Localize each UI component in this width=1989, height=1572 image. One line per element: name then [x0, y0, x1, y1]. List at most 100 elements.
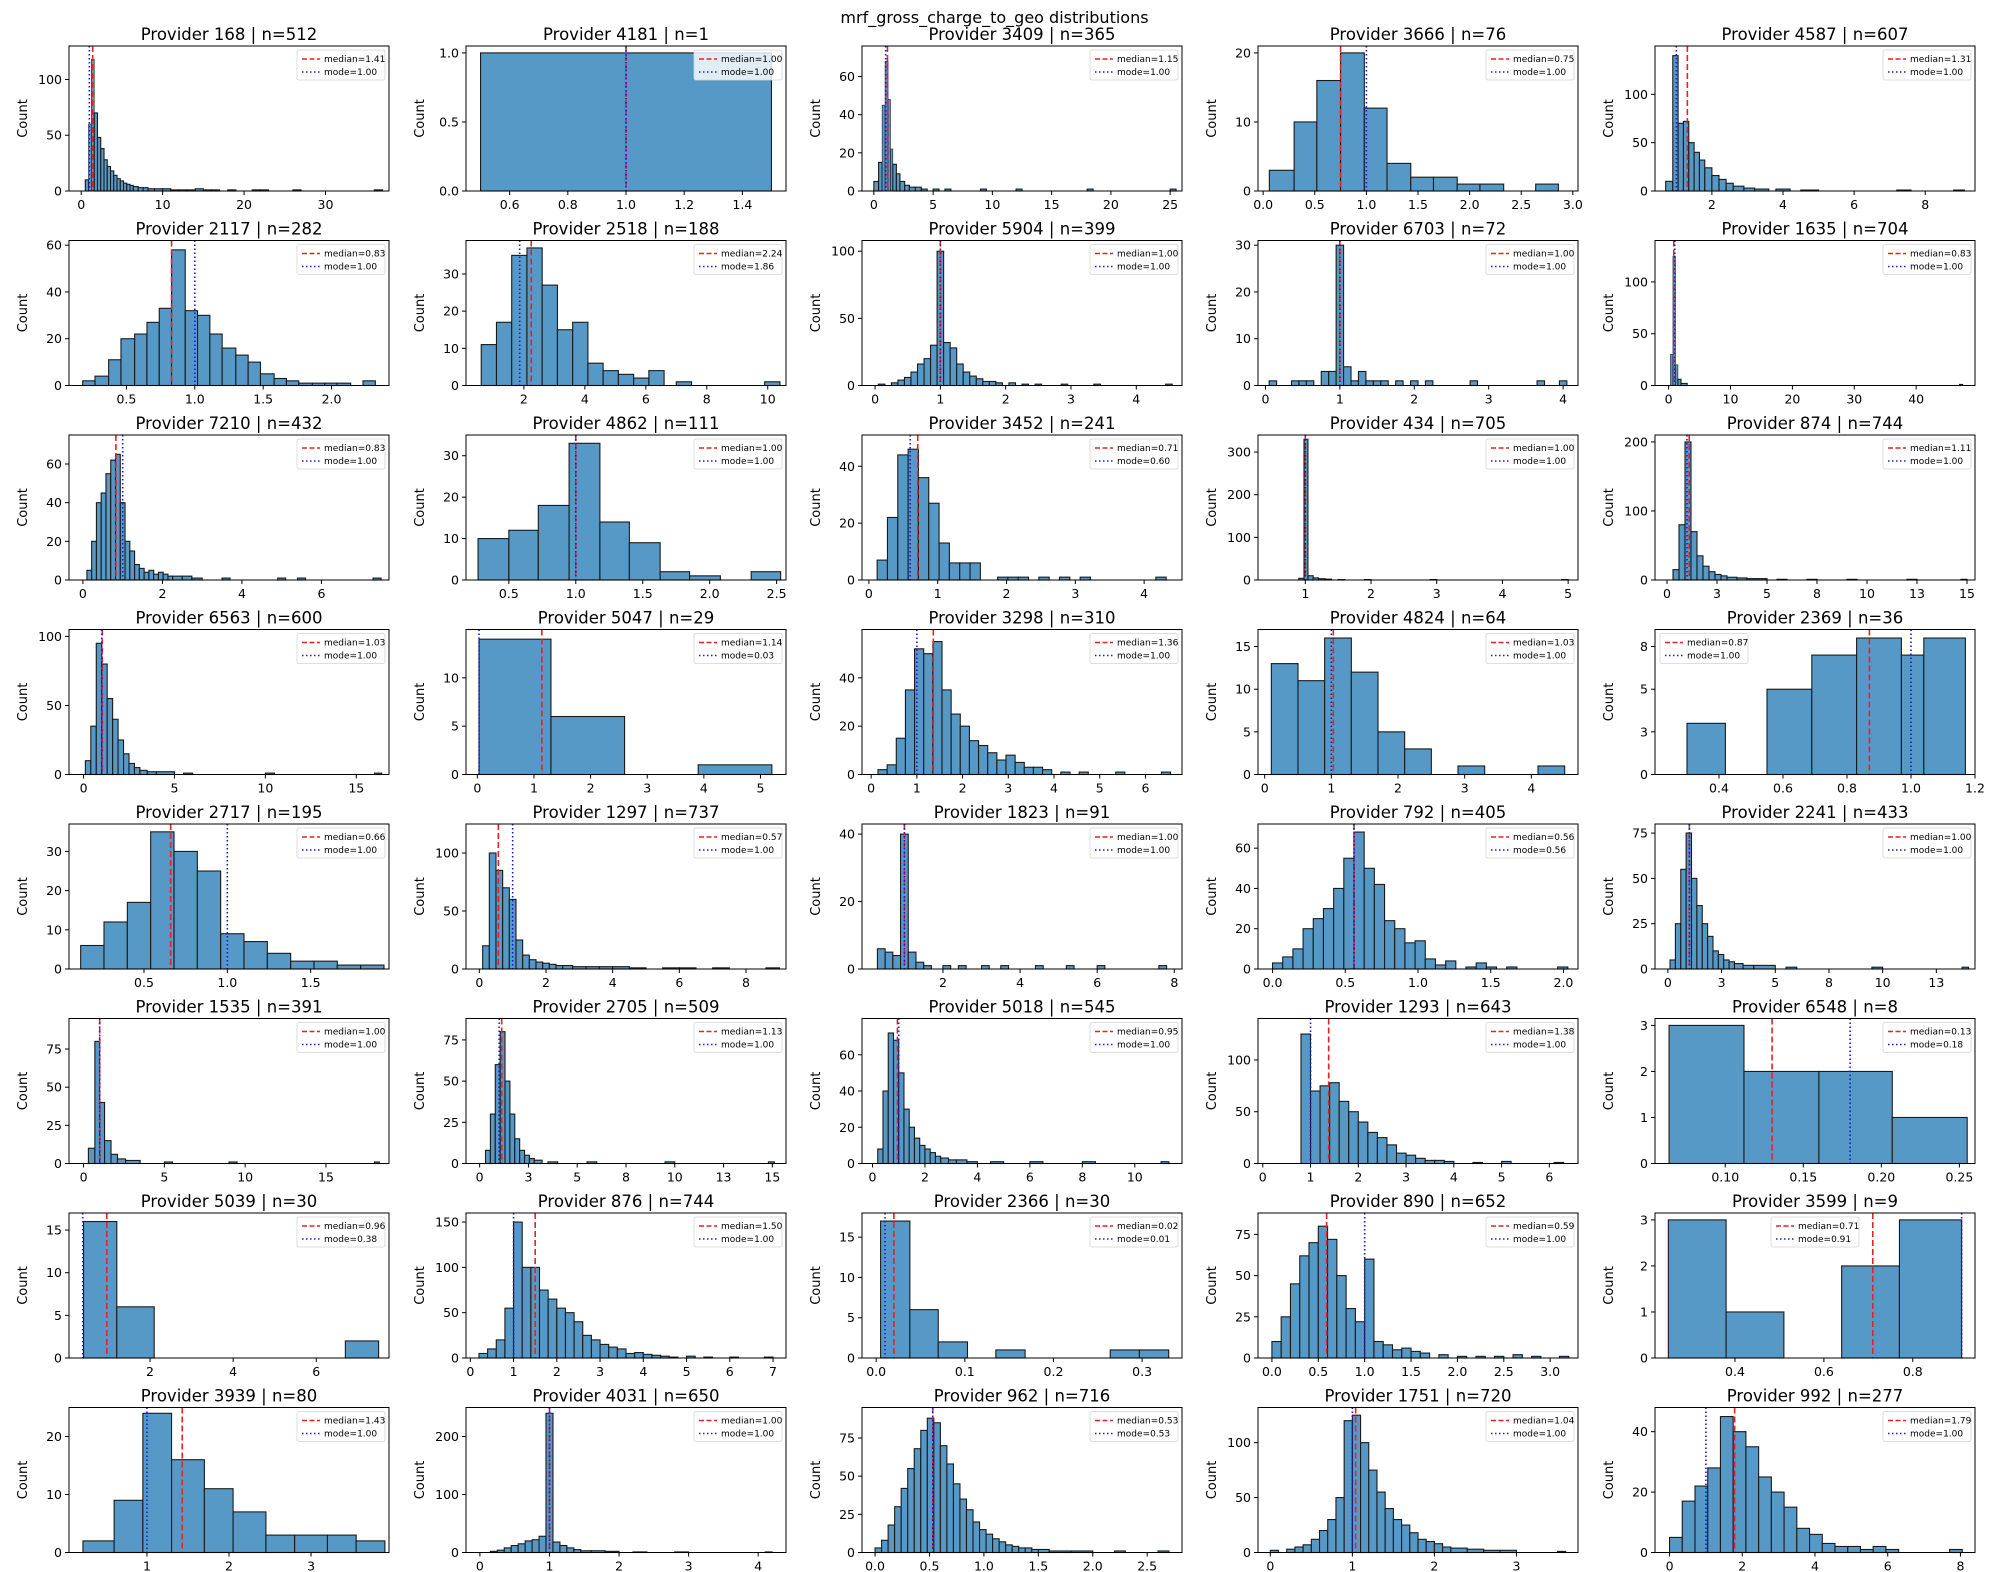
legend-mode-label: mode=1.00 — [1513, 263, 1566, 273]
legend-median-label: median=0.83 — [324, 250, 385, 260]
histogram-bar — [886, 764, 897, 776]
legend: median=1.14 mode=0.03 — [693, 633, 783, 664]
y-tick-label: 50 — [839, 311, 855, 326]
histogram-bar — [914, 186, 922, 192]
x-tick-label: 10 — [1859, 586, 1875, 601]
histogram-bar — [94, 375, 110, 387]
histogram-bar — [1821, 1542, 1836, 1554]
y-tick-label: 0 — [1640, 1156, 1648, 1171]
legend: median=0.87 mode=1.00 — [1659, 633, 1749, 664]
histogram-bar — [1348, 1111, 1359, 1165]
x-tick-label: 1 — [913, 781, 921, 796]
x-tick-label: 2.0 — [1083, 1559, 1103, 1572]
x-tick-label: 0.0 — [866, 1364, 886, 1379]
legend-mode-label: mode=1.00 — [1513, 68, 1566, 78]
histogram-bar — [1297, 680, 1326, 776]
histogram-bar — [1377, 731, 1406, 776]
panel-title: Provider 3298 | n=310 — [929, 609, 1116, 628]
y-tick-label: 10 — [46, 1487, 62, 1502]
histogram-bar — [1479, 183, 1505, 192]
y-tick-label: 50 — [46, 698, 62, 713]
histogram-bar — [1395, 1152, 1407, 1165]
histogram-bar — [602, 370, 619, 387]
histogram-bar — [884, 951, 894, 970]
histogram-bar — [1376, 1491, 1386, 1554]
y-tick-label: 40 — [46, 495, 62, 510]
histogram-bar — [1424, 380, 1434, 387]
x-tick-label: 0 — [870, 197, 878, 212]
histogram-bar — [360, 964, 385, 970]
y-tick-label: 40 — [1632, 1424, 1648, 1439]
histogram-bar — [1475, 962, 1487, 970]
panel-title: Provider 3666 | n=76 — [1330, 25, 1507, 44]
x-tick-label: 8 — [1956, 1559, 1964, 1572]
x-tick-label: 0 — [865, 586, 873, 601]
histogram-bar — [892, 954, 902, 970]
histogram-bar — [995, 1349, 1026, 1359]
legend-mode-label: mode=0.56 — [1513, 846, 1566, 856]
histogram-bar — [120, 338, 136, 387]
x-tick-label: 2 — [1708, 197, 1716, 212]
histogram-bar — [923, 358, 932, 387]
x-tick-label: 0.15 — [1789, 1170, 1817, 1185]
x-tick-label: 2.5 — [1137, 1559, 1157, 1572]
y-tick-label: 100 — [831, 244, 855, 259]
legend-mode-label: mode=1.00 — [721, 1041, 774, 1051]
legend: median=1.43 mode=1.00 — [296, 1411, 386, 1442]
y-tick-label: 60 — [46, 457, 62, 472]
y-axis-label: Count — [16, 1461, 31, 1500]
histogram-bar — [290, 960, 315, 970]
histogram-panel: Provider 876 | n=744 0 1 2 3 4 5 6 7 0 50 100 150 Cou… — [413, 1192, 787, 1379]
histogram-bar — [1404, 748, 1432, 776]
y-tick-label: 0 — [847, 184, 855, 199]
x-tick-label: 0.4 — [1725, 1364, 1745, 1379]
axes-frame — [1654, 45, 1976, 192]
x-tick-label: 1.2 — [674, 197, 694, 212]
y-axis-label: Count — [809, 1461, 824, 1500]
panel-title: Provider 962 | n=716 — [934, 1387, 1111, 1406]
y-tick-label: 100 — [1624, 503, 1648, 518]
y-tick-label: 0 — [847, 573, 855, 588]
legend: median=0.75 mode=1.00 — [1485, 49, 1575, 81]
histogram-bar — [556, 329, 574, 387]
x-tick-label: 6 — [1026, 1170, 1034, 1185]
x-tick-label: 3 — [307, 1559, 315, 1572]
x-tick-label: 2.0 — [1447, 1364, 1467, 1379]
histogram-bar — [881, 1539, 889, 1554]
legend-mode-label: mode=1.00 — [1117, 652, 1170, 662]
x-tick-label: 5 — [1564, 586, 1572, 601]
histogram-bar — [162, 573, 169, 581]
histogram-bar — [478, 1352, 489, 1359]
histogram-bar — [1425, 1540, 1435, 1554]
y-tick-label: 0 — [847, 1545, 855, 1560]
histogram-bar — [197, 314, 211, 387]
axes-frame — [861, 823, 1183, 970]
histogram-panel: Provider 1297 | n=737 0 2 4 6 8 0 50 100 Count med… — [413, 803, 787, 990]
x-tick-label: 3 — [643, 781, 651, 796]
panel-title: Provider 890 | n=652 — [1330, 1192, 1507, 1211]
panel-title: Provider 2369 | n=36 — [1727, 609, 1904, 628]
x-tick-label: 0 — [476, 1559, 484, 1572]
histogram-bar — [1707, 1467, 1722, 1554]
panel-title: Provider 2705 | n=509 — [533, 998, 720, 1017]
histogram-bar — [209, 333, 223, 387]
histogram-bar — [1363, 107, 1388, 192]
histogram-bar — [528, 1158, 535, 1165]
y-tick-label: 0 — [847, 962, 855, 977]
y-tick-label: 2 — [1640, 1064, 1648, 1079]
y-tick-label: 25 — [1632, 916, 1648, 931]
histogram-bar — [1363, 867, 1375, 970]
legend-median-label: median=1.31 — [1910, 55, 1971, 65]
y-tick-label: 20 — [839, 145, 855, 160]
y-tick-label: 20 — [839, 516, 855, 531]
y-tick-label: 25 — [1235, 1309, 1251, 1324]
histogram-bar — [1384, 1508, 1394, 1554]
histogram-bar — [1410, 1350, 1421, 1359]
y-tick-label: 50 — [1632, 871, 1648, 886]
axes-frame — [1257, 1212, 1579, 1359]
x-tick-label: 4 — [1450, 1170, 1458, 1185]
histogram-bar — [909, 1309, 939, 1359]
histogram-bar — [221, 347, 237, 387]
histogram-bar — [113, 1499, 144, 1554]
